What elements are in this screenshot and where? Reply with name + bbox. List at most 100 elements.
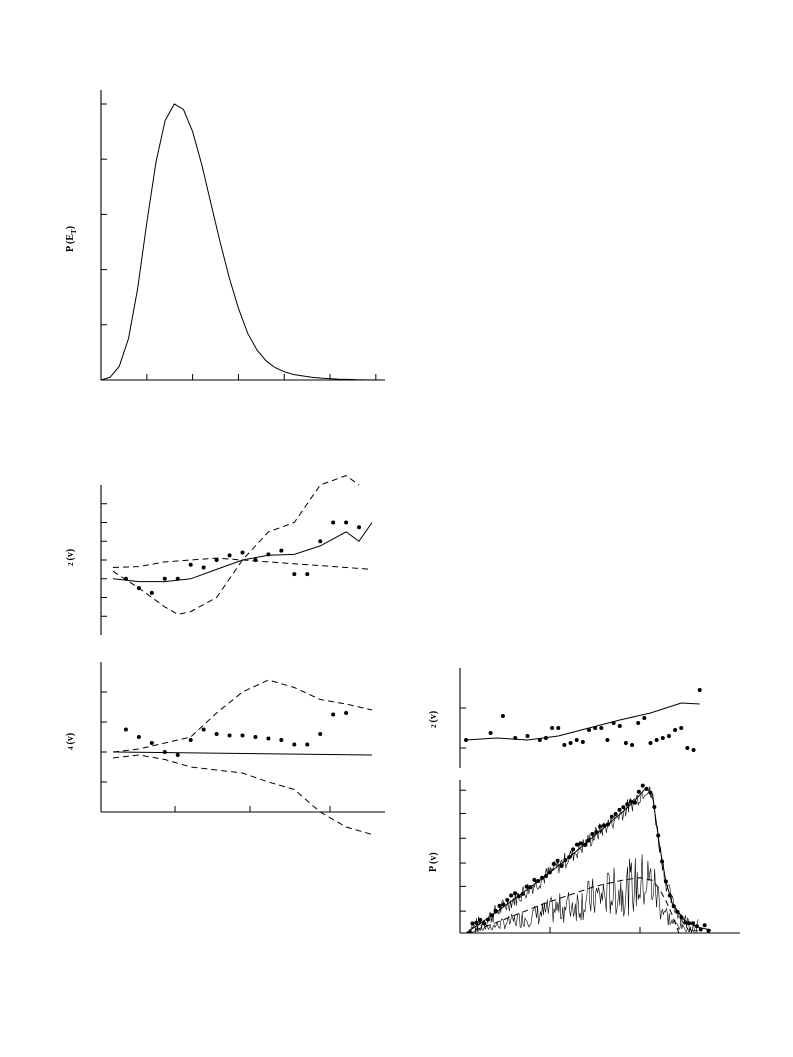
data-point: [571, 847, 576, 852]
data-point: [543, 736, 548, 740]
data-point: [482, 921, 487, 926]
data-point: [123, 576, 128, 581]
data-point: [673, 728, 678, 732]
data-point: [617, 724, 622, 728]
data-point: [574, 738, 579, 742]
data-point: [587, 728, 591, 732]
data-point: [516, 894, 521, 899]
data-point: [175, 753, 180, 757]
data-point: [318, 732, 323, 736]
y-axis-label: 2(v): [65, 549, 76, 566]
data-point: [543, 874, 548, 879]
data-point: [536, 879, 541, 884]
data-point: [586, 838, 591, 843]
data-point: [501, 902, 506, 907]
panel-v2-right: 2(v): [428, 668, 702, 768]
data-point: [488, 731, 493, 735]
y-axis-label: P (ET): [65, 226, 78, 252]
data-point: [136, 586, 141, 591]
data-point: [188, 562, 193, 567]
noisy-trace-upper: [466, 786, 699, 934]
data-point: [706, 928, 711, 933]
data-point: [644, 786, 649, 791]
data-point: [611, 721, 616, 725]
data-point: [149, 590, 154, 595]
data-point: [605, 738, 610, 742]
data-point: [660, 859, 665, 864]
data-point: [550, 726, 555, 730]
data-point: [551, 862, 556, 867]
data-point: [188, 738, 193, 742]
data-point: [556, 726, 561, 730]
solid-series-line: [465, 702, 700, 741]
data-point: [214, 732, 219, 736]
data-point: [632, 800, 637, 805]
data-point: [625, 802, 630, 807]
data-point: [598, 824, 603, 829]
data-point: [667, 893, 672, 898]
data-point: [149, 741, 154, 745]
data-point: [593, 726, 598, 730]
data-point: [136, 735, 141, 739]
data-point: [489, 913, 494, 918]
data-point: [562, 743, 567, 747]
dashed-series-line: [112, 475, 360, 615]
data-point: [602, 823, 607, 828]
data-point: [357, 525, 362, 530]
data-point: [694, 924, 699, 929]
data-point: [279, 548, 284, 553]
plot-area: [112, 679, 373, 835]
data-point: [525, 734, 530, 738]
data-point: [594, 830, 599, 835]
data-point: [642, 716, 647, 720]
data-point: [240, 550, 245, 555]
data-point: [292, 572, 297, 577]
data-point: [697, 688, 702, 692]
data-point: [331, 712, 336, 717]
plot-area: [112, 475, 373, 615]
data-point: [578, 841, 583, 846]
data-point: [691, 748, 696, 752]
data-point: [663, 879, 668, 884]
data-point: [305, 572, 310, 577]
data-point: [623, 741, 628, 745]
data-point: [474, 920, 479, 925]
data-point: [609, 814, 614, 819]
data-point: [253, 735, 258, 739]
y-axis-label: P (v): [428, 852, 439, 872]
data-point: [613, 811, 618, 816]
data-point: [485, 917, 490, 922]
plot-area: [465, 783, 712, 934]
data-point: [123, 727, 128, 732]
data-point: [654, 738, 659, 742]
data-point: [582, 842, 587, 847]
data-point: [344, 520, 349, 525]
data-point: [683, 920, 688, 925]
solid-series-line: [112, 522, 373, 583]
data-point: [279, 738, 284, 742]
data-point: [227, 553, 232, 558]
data-point: [666, 734, 671, 738]
data-point: [559, 863, 564, 868]
data-point: [636, 789, 641, 794]
data-point: [292, 742, 297, 747]
y-axis-label: 4(v): [65, 733, 76, 750]
data-point: [524, 884, 529, 889]
dashed-series-line: [112, 754, 373, 835]
panel-velocity-distribution: P (v): [428, 780, 740, 934]
panel-energy-distribution: P (ET): [65, 90, 386, 381]
data-point: [590, 832, 595, 837]
data-point: [656, 833, 661, 838]
data-point: [505, 898, 510, 903]
y-axis-label: 2(v): [428, 711, 439, 728]
plot-area: [464, 688, 702, 752]
dashed-series-line: [112, 557, 373, 570]
data-point: [509, 893, 514, 898]
data-point: [679, 726, 684, 730]
energy-curve: [100, 103, 386, 381]
data-point: [675, 910, 680, 915]
data-point: [528, 885, 533, 890]
data-point: [331, 520, 336, 525]
data-point: [547, 870, 552, 875]
data-point: [685, 746, 690, 750]
